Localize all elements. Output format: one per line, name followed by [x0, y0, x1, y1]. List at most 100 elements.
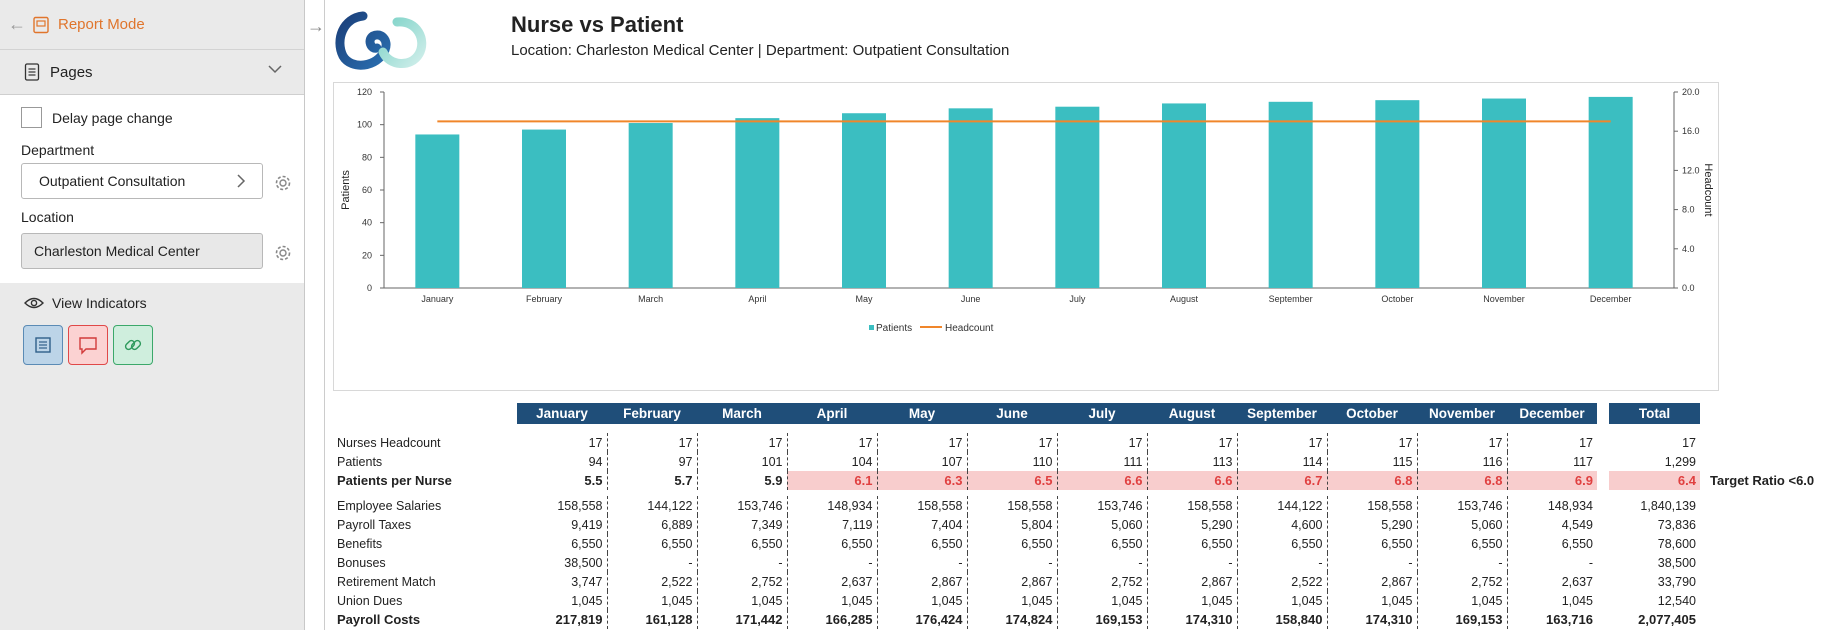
y2-tick-label: 4.0: [1682, 244, 1695, 254]
row-value: -: [877, 553, 968, 572]
header-total: Total: [1609, 403, 1700, 424]
y2-tick-label: 12.0: [1682, 165, 1700, 175]
location-field[interactable]: Charleston Medical Center: [21, 233, 263, 269]
table-row: Patients per Nurse 5.5 5.7 5.9 6.1 6.3 6.5 6.6 6…: [333, 471, 1818, 490]
target-ratio-note: Target Ratio <6.0: [1710, 473, 1815, 488]
row-value: 158,840: [1237, 610, 1328, 629]
row-value: 5.9: [697, 471, 788, 490]
row-value: -: [1147, 553, 1238, 572]
row-value: 1,045: [607, 591, 698, 610]
view-indicators-section: View Indicators: [0, 283, 304, 365]
legend-marker-patients: [869, 325, 874, 330]
row-value: 17: [517, 433, 608, 452]
indicator-notes-button[interactable]: [23, 325, 63, 365]
location-settings-gear-icon[interactable]: [273, 243, 293, 263]
row-value: 17: [1057, 433, 1148, 452]
row-value: 161,128: [607, 610, 698, 629]
row-value: 17: [697, 433, 788, 452]
header-month: February: [607, 403, 697, 424]
row-value: -: [1417, 553, 1508, 572]
row-label: Patients per Nurse: [337, 473, 452, 488]
delay-page-change-checkbox[interactable]: [21, 107, 42, 128]
row-value: 163,716: [1546, 612, 1593, 627]
bar-patients: [948, 108, 993, 288]
department-label: Department: [21, 142, 95, 158]
view-indicators-label: View Indicators: [52, 295, 147, 311]
table-row: Benefits 6,550 6,550 6,550 6,550 6,550 6,550 6,…: [333, 534, 1818, 553]
row-value: 6,550: [787, 534, 878, 553]
gap-cell: [1597, 534, 1609, 553]
row-spacer: [333, 424, 1818, 433]
view-indicators-header: View Indicators: [24, 295, 304, 311]
x-tick-label: February: [526, 294, 563, 304]
row-total: 17: [1682, 435, 1696, 450]
row-value: -: [1327, 553, 1418, 572]
row-value: 111: [1057, 452, 1148, 471]
pages-section-toggle[interactable]: Pages: [0, 50, 304, 95]
row-value: 4,600: [1237, 515, 1328, 534]
row-value: 6.6: [1057, 471, 1148, 490]
delay-page-change-label: Delay page change: [52, 109, 173, 126]
row-label: Payroll Costs: [337, 612, 421, 627]
gap-cell: [1597, 610, 1609, 629]
report-mode-header[interactable]: ← Report Mode: [0, 0, 304, 50]
row-value: -: [967, 553, 1058, 572]
department-select[interactable]: Outpatient Consultation: [21, 163, 263, 199]
table-row: Payroll Taxes 9,419 6,889 7,349 7,119 7,404 5,…: [333, 515, 1818, 534]
row-value: 17: [1237, 433, 1328, 452]
gap-cell: [1597, 496, 1609, 515]
x-tick-label: October: [1381, 294, 1413, 304]
report-subtitle: Location: Charleston Medical Center | De…: [511, 42, 1010, 59]
table-row: Retirement Match 3,747 2,522 2,752 2,637 2,86…: [333, 572, 1818, 591]
row-value: 1,045: [1561, 593, 1593, 608]
x-tick-label: June: [961, 294, 981, 304]
x-tick-label: April: [748, 294, 766, 304]
row-value: 153,746: [1417, 496, 1508, 515]
row-value: 6,550: [607, 534, 698, 553]
indicator-comments-button[interactable]: [68, 325, 108, 365]
row-label: Nurses Headcount: [337, 435, 441, 450]
row-value: 117: [1573, 454, 1593, 469]
row-value: 6,550: [1561, 536, 1593, 551]
gap-cell: [1597, 591, 1609, 610]
row-value: 7,349: [697, 515, 788, 534]
back-arrow-icon[interactable]: ←: [8, 14, 26, 34]
table-row: Nurses Headcount 17 17 17 17 17 17 17 17 17 17 17 17…: [333, 433, 1818, 452]
row-value: 2,752: [697, 572, 788, 591]
gap-cell: [1597, 553, 1609, 572]
header-month: December: [1507, 403, 1597, 424]
row-value: 1,045: [1237, 591, 1328, 610]
row-value: 2,522: [1237, 572, 1328, 591]
department-settings-gear-icon[interactable]: [273, 173, 293, 193]
row-value: 6,550: [697, 534, 788, 553]
row-value: 2,867: [1327, 572, 1418, 591]
row-total: 73,836: [1657, 517, 1696, 532]
row-total: 38,500: [1657, 555, 1696, 570]
x-tick-label: May: [855, 294, 873, 304]
header-month: June: [967, 403, 1057, 424]
row-label: Retirement Match: [337, 574, 436, 589]
chevron-down-icon[interactable]: [268, 62, 282, 76]
row-value: 114: [1237, 452, 1328, 471]
row-value: 6,550: [1237, 534, 1328, 553]
row-value: -: [697, 553, 788, 572]
expand-arrow-icon[interactable]: →: [307, 16, 325, 36]
row-value: 6,550: [1327, 534, 1418, 553]
x-tick-label: July: [1069, 294, 1086, 304]
row-value: 17: [787, 433, 878, 452]
row-label: Union Dues: [337, 593, 403, 608]
header-month: October: [1327, 403, 1417, 424]
y-tick-label: 0: [367, 283, 372, 293]
indicator-links-button[interactable]: [113, 325, 153, 365]
row-value: 174,310: [1327, 610, 1418, 629]
legend-label-headcount: Headcount: [945, 323, 994, 334]
row-value: 94: [517, 452, 608, 471]
row-value: 113: [1147, 452, 1238, 471]
row-value: 7,119: [787, 515, 878, 534]
bar-patients: [522, 129, 566, 288]
row-value: 158,558: [517, 496, 608, 515]
row-value: 110: [967, 452, 1058, 471]
row-value: 1,045: [697, 591, 788, 610]
data-table: January February March April May June July Augu…: [333, 403, 1818, 629]
row-value: 6,889: [607, 515, 698, 534]
